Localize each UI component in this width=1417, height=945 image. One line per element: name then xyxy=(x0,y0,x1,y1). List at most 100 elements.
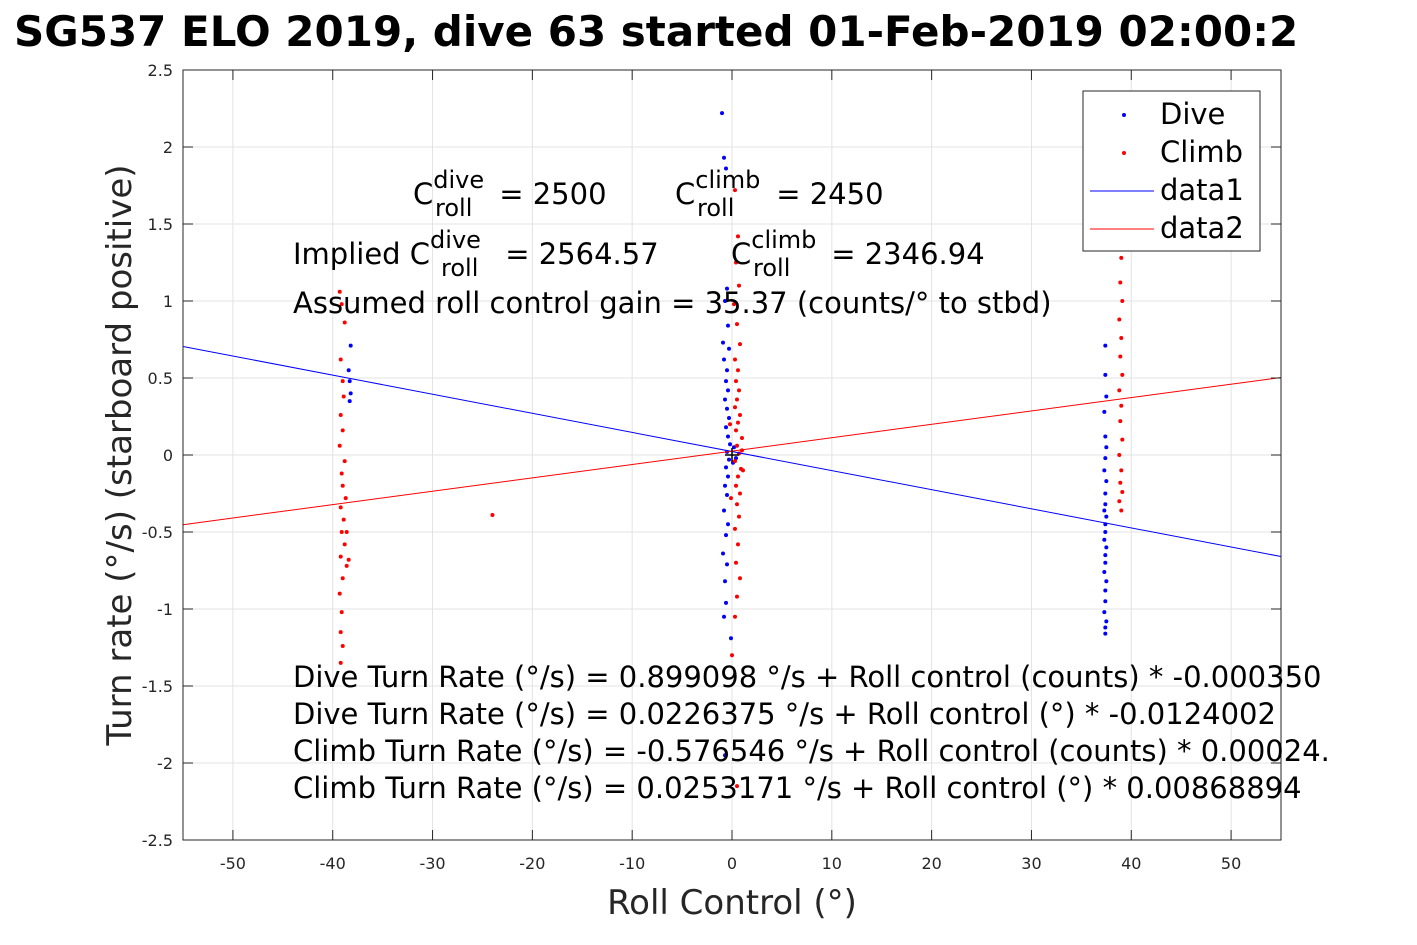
dive-point xyxy=(1103,434,1108,439)
c-roll-dive-annotation: Cdive roll = 2500 xyxy=(413,166,607,222)
climb-point xyxy=(338,630,343,635)
dive-point xyxy=(726,388,731,393)
dive-point xyxy=(1104,619,1109,624)
dive-point xyxy=(1102,468,1107,473)
climb-point xyxy=(737,412,742,417)
climb-series xyxy=(337,188,1125,789)
dive-point xyxy=(726,434,731,439)
climb-point xyxy=(344,563,349,568)
legend: Dive Climb data1 data2 xyxy=(1082,90,1261,252)
dive-point xyxy=(725,406,730,411)
dive-point xyxy=(723,753,728,758)
dive-point xyxy=(731,445,736,450)
implied-c-roll-climb-subscript: roll xyxy=(753,254,790,282)
climb-point xyxy=(340,379,345,384)
dive-point xyxy=(1103,625,1108,630)
implied-c-roll-climb-value: = 2346.94 xyxy=(822,237,985,271)
dive-point xyxy=(724,425,729,430)
legend-box xyxy=(1082,90,1261,252)
climb-point xyxy=(732,188,737,193)
dive-point xyxy=(727,416,732,421)
climb-point xyxy=(731,302,736,307)
climb-point xyxy=(732,526,737,531)
climb-point xyxy=(338,357,343,362)
c-roll-climb-symbol: C xyxy=(675,177,695,211)
x-tick-label: 0 xyxy=(727,854,737,873)
dive-point xyxy=(729,636,734,641)
climb-point xyxy=(344,530,349,534)
climb-point xyxy=(343,496,348,501)
y-tick-label: 2.5 xyxy=(148,61,173,80)
c-roll-climb-subscript: roll xyxy=(697,194,734,222)
dive-point xyxy=(722,614,727,619)
climb-point xyxy=(728,422,733,427)
climb-point xyxy=(340,643,345,648)
roll-control-gain-annotation: Assumed roll control gain = 35.37 (count… xyxy=(293,286,1052,320)
dive-point xyxy=(727,346,732,351)
dive-fit-counts-equation: Dive Turn Rate (°/s) = 0.899098 °/s + Ro… xyxy=(293,660,1321,694)
climb-point xyxy=(346,557,351,562)
climb-point xyxy=(737,491,742,496)
chart-title: SG537 ELO 2019, dive 63 started 01-Feb-2… xyxy=(14,7,1298,56)
implied-c-roll-dive-annotation: Implied Cdive roll = 2564.57 xyxy=(293,226,659,282)
dive-point xyxy=(1102,610,1107,615)
climb-point xyxy=(733,483,738,488)
dive-point xyxy=(1103,456,1108,461)
dive-point xyxy=(726,474,731,479)
dive-point xyxy=(1104,445,1109,450)
c-roll-climb-annotation: Cclimb roll = 2450 xyxy=(675,166,884,222)
dive-point xyxy=(1103,599,1108,604)
x-tick-label: 20 xyxy=(921,854,941,873)
c-roll-dive-symbol: C xyxy=(413,177,433,211)
y-tick-label: 0 xyxy=(163,446,173,465)
x-tick-label: 10 xyxy=(822,854,842,873)
c-roll-dive-value: = 2500 xyxy=(490,177,607,211)
climb-point xyxy=(1117,317,1122,322)
implied-c-roll-dive-superscript: dive xyxy=(430,226,481,254)
climb-point xyxy=(339,530,344,534)
climb-point xyxy=(1119,468,1124,473)
climb-point xyxy=(341,394,346,399)
climb-point xyxy=(737,576,742,581)
climb-fit-counts-equation: Climb Turn Rate (°/s) = -0.576546 °/s + … xyxy=(293,734,1330,768)
climb-point xyxy=(1118,480,1123,485)
dive-point xyxy=(724,166,729,171)
dive-point xyxy=(724,379,729,384)
climb-point xyxy=(734,594,739,599)
climb-point xyxy=(732,357,737,362)
climb-point xyxy=(341,517,346,522)
climb-point xyxy=(1118,419,1123,424)
climb-point xyxy=(337,443,342,448)
y-tick-label: -1 xyxy=(157,600,173,619)
climb-point xyxy=(338,505,343,510)
dive-point xyxy=(721,340,726,345)
y-tick-label: 1 xyxy=(163,292,173,311)
implied-c-roll-dive-subscript: roll xyxy=(441,254,478,282)
climb-point xyxy=(340,483,345,488)
dive-point xyxy=(720,111,725,116)
dive-point xyxy=(1103,560,1108,565)
dive-point xyxy=(728,442,733,447)
dive-point xyxy=(1104,394,1109,399)
climb-point xyxy=(735,474,740,479)
implied-c-roll-climb-annotation: Cclimb roll = 2346.94 xyxy=(731,226,985,282)
legend-data1-label: data1 xyxy=(1160,173,1244,207)
dive-point xyxy=(1103,491,1108,496)
dive-point xyxy=(347,399,352,404)
y-tick-label: -1.5 xyxy=(142,677,173,696)
dive-point xyxy=(721,551,726,556)
climb-point xyxy=(1120,299,1125,303)
x-axis-label: Roll Control (°) xyxy=(607,883,857,923)
dive-point xyxy=(1104,514,1109,519)
x-tick-label: -40 xyxy=(320,854,346,873)
dive-point xyxy=(1103,502,1108,507)
climb-point xyxy=(729,496,734,501)
dive-point xyxy=(1104,579,1109,584)
climb-point xyxy=(735,420,740,425)
climb-point xyxy=(1119,508,1124,513)
dive-point xyxy=(724,533,729,538)
climb-point xyxy=(736,388,741,393)
climb-point xyxy=(735,542,740,547)
legend-climb-label: Climb xyxy=(1160,135,1243,169)
